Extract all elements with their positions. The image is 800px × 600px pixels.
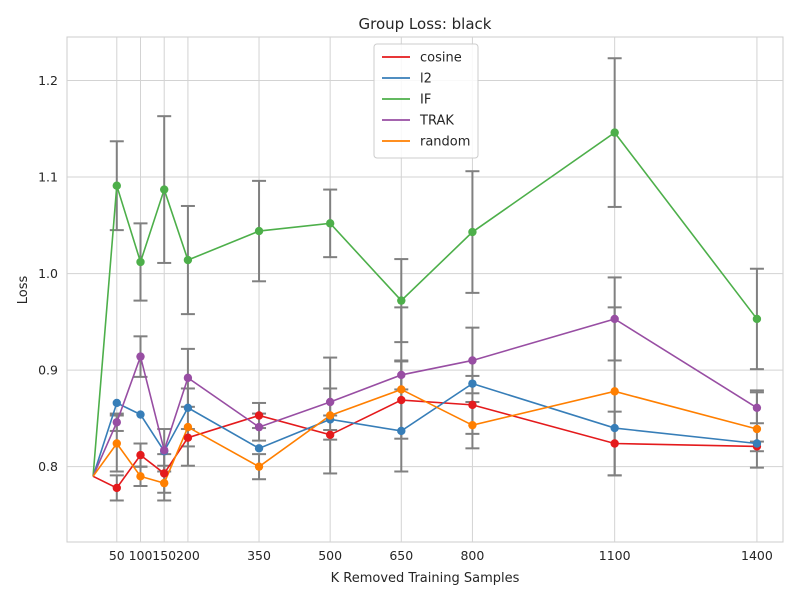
data-point-trak <box>183 373 193 383</box>
x-tick-label: 650 <box>389 548 413 563</box>
data-point-cosine <box>325 430 335 440</box>
data-point-trak <box>468 356 477 365</box>
y-tick-label: 0.9 <box>38 363 58 378</box>
data-point-random <box>752 424 762 434</box>
x-tick-label: 150 <box>152 548 176 563</box>
data-point-l2 <box>397 426 406 436</box>
data-point-if <box>325 219 335 228</box>
data-point-if <box>752 314 762 324</box>
legend-label-random: random <box>420 135 470 150</box>
x-tick-label: 800 <box>460 548 484 563</box>
x-tick-label: 100 <box>129 548 153 563</box>
y-tick-label: 0.8 <box>38 459 58 474</box>
data-point-random <box>325 411 335 420</box>
data-point-if <box>112 181 121 190</box>
x-tick-label: 1400 <box>741 548 773 563</box>
legend-label-l2: l2 <box>420 72 432 87</box>
data-point-if <box>136 257 145 267</box>
data-point-l2 <box>752 439 762 448</box>
data-point-trak <box>254 422 264 432</box>
data-point-l2 <box>183 403 193 412</box>
data-point-if <box>468 227 477 237</box>
y-axis-label: Loss <box>16 276 31 305</box>
data-point-cosine <box>610 439 619 448</box>
legend: cosine l2 IF TRAK random <box>373 43 479 159</box>
data-point-trak <box>160 446 169 455</box>
data-point-if <box>397 296 406 305</box>
data-point-l2 <box>254 444 264 453</box>
data-point-cosine <box>468 400 477 410</box>
data-point-trak <box>136 352 145 361</box>
data-point-cosine <box>112 483 121 493</box>
data-point-trak <box>397 370 406 380</box>
series-markers <box>112 128 762 493</box>
data-point-l2 <box>136 410 145 419</box>
data-point-random <box>183 422 193 432</box>
legend-label-cosine: cosine <box>420 51 462 66</box>
data-point-trak <box>752 403 762 412</box>
y-tick-label: 1.2 <box>38 73 58 88</box>
data-point-l2 <box>112 398 121 408</box>
data-point-l2 <box>610 423 619 433</box>
y-tick-label: 1.0 <box>38 266 58 281</box>
data-point-l2 <box>468 379 477 388</box>
data-point-if <box>183 255 193 265</box>
data-point-cosine <box>160 469 169 478</box>
legend-label-if: IF <box>420 93 431 108</box>
x-tick-label: 500 <box>318 548 342 563</box>
x-tick-label: 350 <box>247 548 271 563</box>
legend-label-trak: TRAK <box>419 114 454 129</box>
x-tick-label: 50 <box>109 548 125 563</box>
data-point-random <box>468 420 477 430</box>
chart-title: Group Loss: black <box>359 15 492 33</box>
data-point-if <box>160 185 169 194</box>
x-axis-label: K Removed Training Samples <box>331 571 520 586</box>
data-point-random <box>136 472 145 481</box>
x-tick-label: 200 <box>176 548 200 563</box>
data-point-cosine <box>397 395 406 405</box>
data-point-trak <box>610 314 619 324</box>
y-tick-label: 1.1 <box>38 170 58 185</box>
data-point-if <box>254 226 264 236</box>
x-tick-labels: 50 100 150 200 350 500 650 800 1100 1400 <box>109 548 773 563</box>
legend-box <box>373 43 479 159</box>
y-tick-labels: 0.8 0.9 1.0 1.1 1.2 <box>38 73 58 474</box>
data-point-random <box>254 462 264 471</box>
data-point-cosine <box>136 450 145 460</box>
data-point-cosine <box>183 433 193 442</box>
x-tick-label: 1100 <box>599 548 631 563</box>
data-point-trak <box>112 418 121 427</box>
data-point-random <box>397 385 406 394</box>
data-point-random <box>112 439 121 448</box>
data-point-random <box>160 478 169 488</box>
data-point-trak <box>325 397 335 407</box>
data-point-cosine <box>254 411 264 420</box>
data-point-random <box>610 387 619 396</box>
data-point-if <box>610 128 619 137</box>
